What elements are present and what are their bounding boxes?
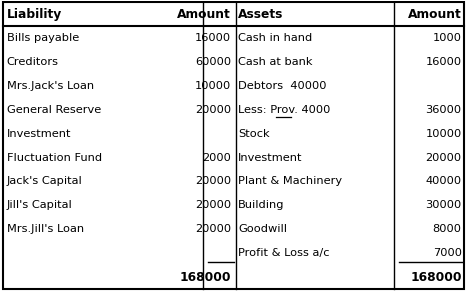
Text: 30000: 30000 xyxy=(425,200,462,210)
Text: 20000: 20000 xyxy=(195,105,231,115)
Text: 20000: 20000 xyxy=(195,200,231,210)
Text: Liability: Liability xyxy=(7,8,62,21)
Text: 168000: 168000 xyxy=(180,271,231,284)
Text: Stock: Stock xyxy=(238,129,270,139)
Text: 60000: 60000 xyxy=(195,57,231,67)
Text: 1000: 1000 xyxy=(432,33,462,43)
Text: Plant & Machinery: Plant & Machinery xyxy=(238,176,342,186)
Text: Cash in hand: Cash in hand xyxy=(238,33,312,43)
Text: Creditors: Creditors xyxy=(7,57,59,67)
Text: Investment: Investment xyxy=(7,129,71,139)
Text: Jack's Capital: Jack's Capital xyxy=(7,176,83,186)
Text: Amount: Amount xyxy=(408,8,462,21)
Text: 36000: 36000 xyxy=(425,105,462,115)
Text: Profit & Loss a/c: Profit & Loss a/c xyxy=(238,248,330,258)
Text: Assets: Assets xyxy=(238,8,283,21)
Text: 20000: 20000 xyxy=(425,153,462,163)
Text: 20000: 20000 xyxy=(195,224,231,234)
Text: Debtors  40000: Debtors 40000 xyxy=(238,81,326,91)
Text: 20000: 20000 xyxy=(195,176,231,186)
Text: 7000: 7000 xyxy=(432,248,462,258)
Text: 40000: 40000 xyxy=(425,176,462,186)
Text: Less: Prov. 4000: Less: Prov. 4000 xyxy=(238,105,331,115)
Text: General Reserve: General Reserve xyxy=(7,105,101,115)
Text: 2000: 2000 xyxy=(202,153,231,163)
Text: Mrs.Jill's Loan: Mrs.Jill's Loan xyxy=(7,224,84,234)
Text: Fluctuation Fund: Fluctuation Fund xyxy=(7,153,102,163)
Text: Goodwill: Goodwill xyxy=(238,224,287,234)
Text: Mrs.Jack's Loan: Mrs.Jack's Loan xyxy=(7,81,94,91)
Text: Building: Building xyxy=(238,200,285,210)
Text: Jill's Capital: Jill's Capital xyxy=(7,200,72,210)
Text: 8000: 8000 xyxy=(432,224,462,234)
Text: 168000: 168000 xyxy=(410,271,462,284)
Text: 16000: 16000 xyxy=(195,33,231,43)
Text: 10000: 10000 xyxy=(425,129,462,139)
Text: 16000: 16000 xyxy=(425,57,462,67)
Text: Amount: Amount xyxy=(177,8,231,21)
Text: Cash at bank: Cash at bank xyxy=(238,57,312,67)
Text: Bills payable: Bills payable xyxy=(7,33,79,43)
Text: Investment: Investment xyxy=(238,153,303,163)
Text: 10000: 10000 xyxy=(195,81,231,91)
